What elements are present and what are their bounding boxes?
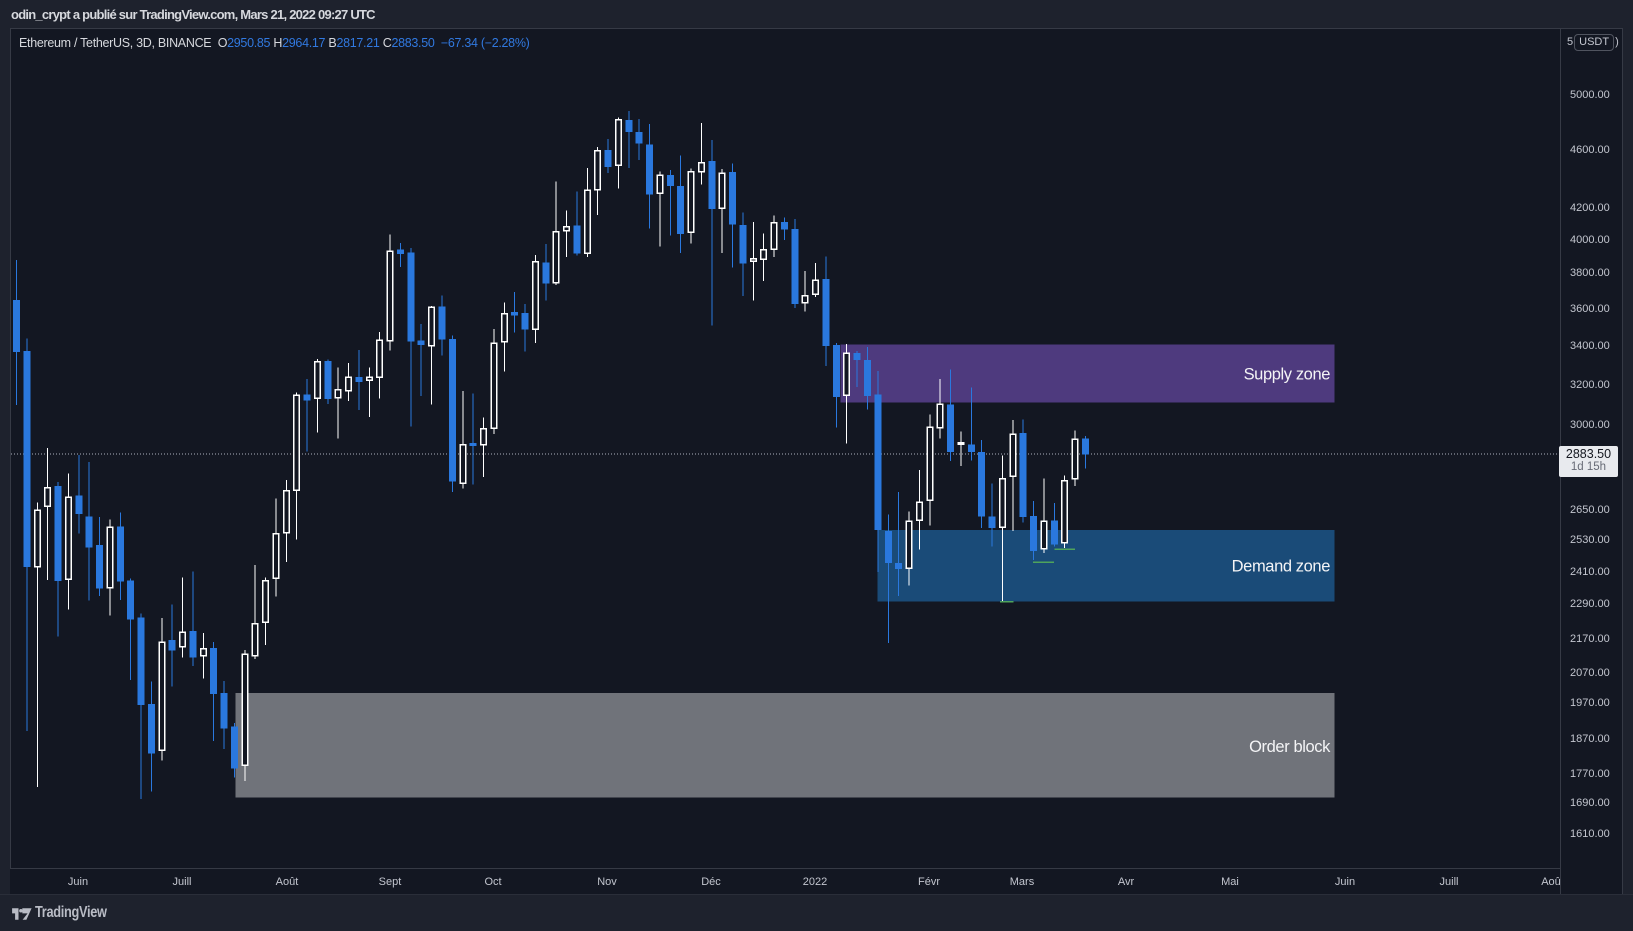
svg-text:Demand zone: Demand zone (1232, 558, 1331, 576)
svg-text:Supply zone: Supply zone (1244, 366, 1331, 384)
svg-text:Order block: Order block (1249, 738, 1331, 756)
